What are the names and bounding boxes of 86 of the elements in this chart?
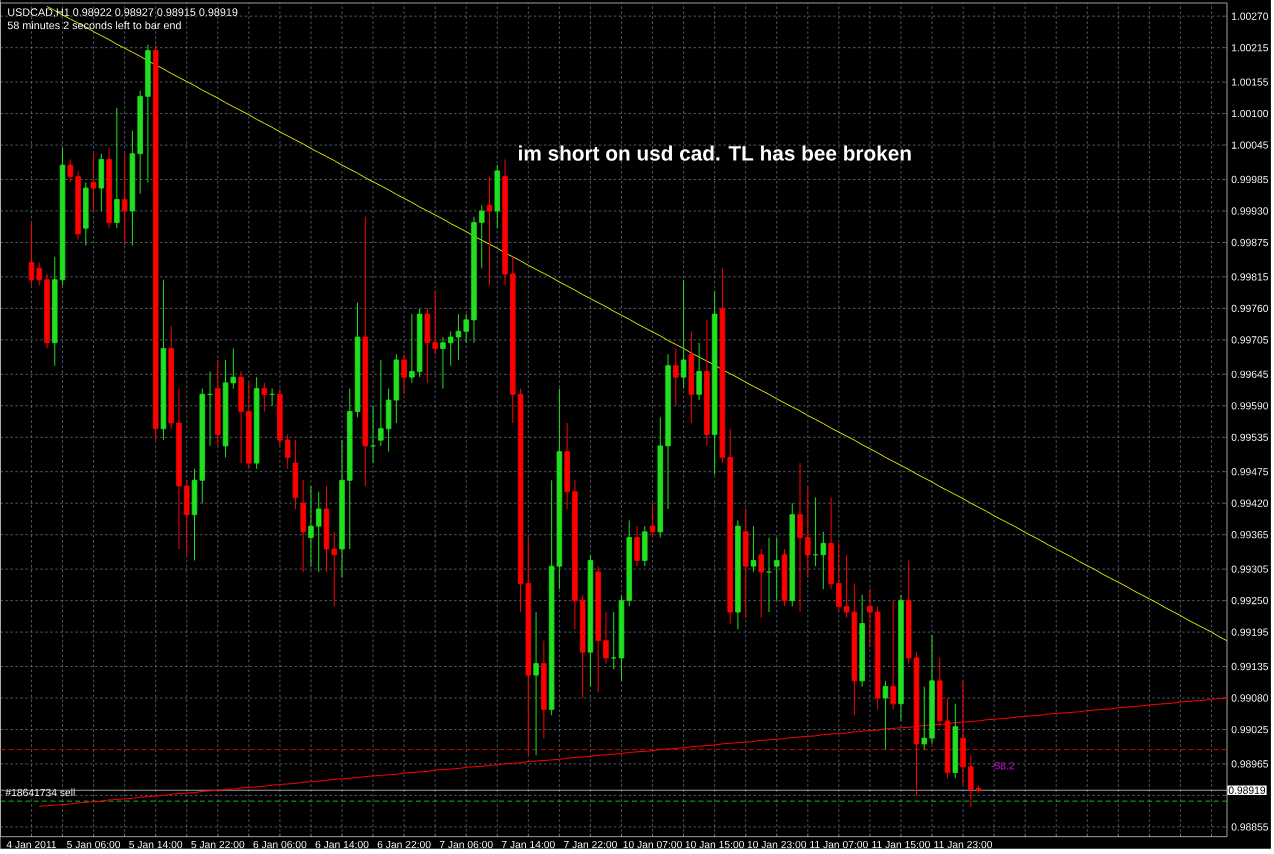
x-tick-label: 6 Jan 14:00 <box>315 841 369 849</box>
candlestick <box>401 353 407 395</box>
annotation: -58.2 <box>991 762 1015 770</box>
candlestick <box>890 600 896 711</box>
y-tick-label: 1.00155 <box>1232 78 1269 86</box>
x-tick-label: 5 Jan 22:00 <box>191 841 245 849</box>
x-tick-label: 7 Jan 06:00 <box>439 841 493 849</box>
candlestick <box>649 502 656 539</box>
candlestick <box>36 262 42 287</box>
x-tick-label: 5 Jan 14:00 <box>129 841 183 849</box>
x-tick-label: 5 Jan 06:00 <box>67 841 121 849</box>
y-tick-label: 1.00270 <box>1232 12 1269 20</box>
candlestick <box>440 336 446 390</box>
candlestick <box>67 159 74 183</box>
candlestick <box>774 537 780 602</box>
y-tick-label: 0.99535 <box>1231 433 1269 442</box>
candlestick <box>114 107 120 229</box>
candlestick <box>432 290 438 355</box>
x-tick-label: 7 Jan 14:00 <box>501 841 555 849</box>
ref-line-label: #18641734 sell <box>5 788 75 797</box>
candlestick <box>820 531 827 590</box>
candlestick <box>486 176 493 287</box>
candlestick <box>882 680 889 751</box>
candlestick <box>921 686 927 751</box>
candlestick <box>121 153 128 246</box>
y-tick-label: 1.00215 <box>1232 44 1269 52</box>
y-tick-label: 1.00045 <box>1232 141 1269 149</box>
candlestick <box>673 348 679 407</box>
y-tick-label: 0.98965 <box>1231 760 1269 768</box>
ref-line-label: 0.98919 <box>1228 786 1266 795</box>
candlestick <box>634 525 640 567</box>
candlestick <box>867 588 873 648</box>
candlestick <box>766 537 772 613</box>
candlestick <box>308 485 314 567</box>
candlestick <box>261 382 268 413</box>
x-tick-label: 11 Jan 23:00 <box>934 841 993 849</box>
candlestick <box>797 462 803 613</box>
y-tick-label: 0.99985 <box>1231 175 1269 184</box>
candlestick <box>533 611 539 756</box>
candlestick <box>90 153 97 212</box>
candlestick <box>331 531 337 607</box>
candlestick <box>750 525 757 573</box>
y-tick-label: 0.99645 <box>1231 370 1269 379</box>
y-tick-label: 0.99930 <box>1231 207 1269 215</box>
y-tick-label: 0.99475 <box>1231 468 1269 476</box>
y-tick-label: 0.99760 <box>1231 304 1269 313</box>
candlestick <box>603 611 609 665</box>
candlestick <box>463 313 469 344</box>
x-tick-label: 7 Jan 22:00 <box>564 841 617 849</box>
x-tick-label: 6 Jan 22:00 <box>377 841 431 849</box>
candlestick <box>315 491 322 573</box>
x-tick-label: 10 Jan 15:00 <box>685 841 745 849</box>
y-tick-label: 0.99135 <box>1231 662 1269 671</box>
annotation: im short on usd cad. TL has bee broken <box>519 145 911 161</box>
y-tick-label: 1.00100 <box>1232 110 1269 118</box>
y-tick-label: 0.99590 <box>1231 402 1269 410</box>
y-tick-label: 0.99875 <box>1231 238 1269 247</box>
y-tick-label: 0.99815 <box>1231 273 1269 281</box>
x-tick-label: 10 Jan 07:00 <box>623 841 682 849</box>
candlestick <box>370 405 376 464</box>
candlestick <box>409 313 415 384</box>
candlestick <box>378 359 384 447</box>
y-tick-label: 0.99705 <box>1231 336 1269 344</box>
candlestick <box>805 485 811 579</box>
candlestick <box>680 279 687 390</box>
y-tick-label: 0.99250 <box>1231 597 1269 605</box>
y-tick-label: 0.99080 <box>1231 694 1269 702</box>
x-tick-label: 10 Jan 23:00 <box>747 841 807 849</box>
y-tick-label: 0.99365 <box>1231 531 1269 539</box>
y-tick-label: 0.99305 <box>1231 565 1269 573</box>
candlestick <box>696 342 702 401</box>
candlestick <box>284 434 291 470</box>
candlestick <box>758 548 764 619</box>
candlestick <box>836 542 842 613</box>
x-tick-label: 6 Jan 06:00 <box>253 841 307 849</box>
x-tick-label: 11 Jan 07:00 <box>810 841 868 849</box>
x-tick-label: 11 Jan 15:00 <box>872 841 930 849</box>
y-tick-label: 0.99025 <box>1231 726 1269 734</box>
candlestick <box>610 611 617 670</box>
y-tick-label: 0.99420 <box>1231 499 1269 507</box>
candlestick <box>479 204 485 269</box>
y-tick-label: 0.98855 <box>1231 823 1269 831</box>
candlestick <box>28 222 35 287</box>
candlestick <box>968 754 974 808</box>
y-tick-label: 0.99195 <box>1231 628 1269 636</box>
x-tick-label: 4 Jan 2011 <box>6 841 57 849</box>
